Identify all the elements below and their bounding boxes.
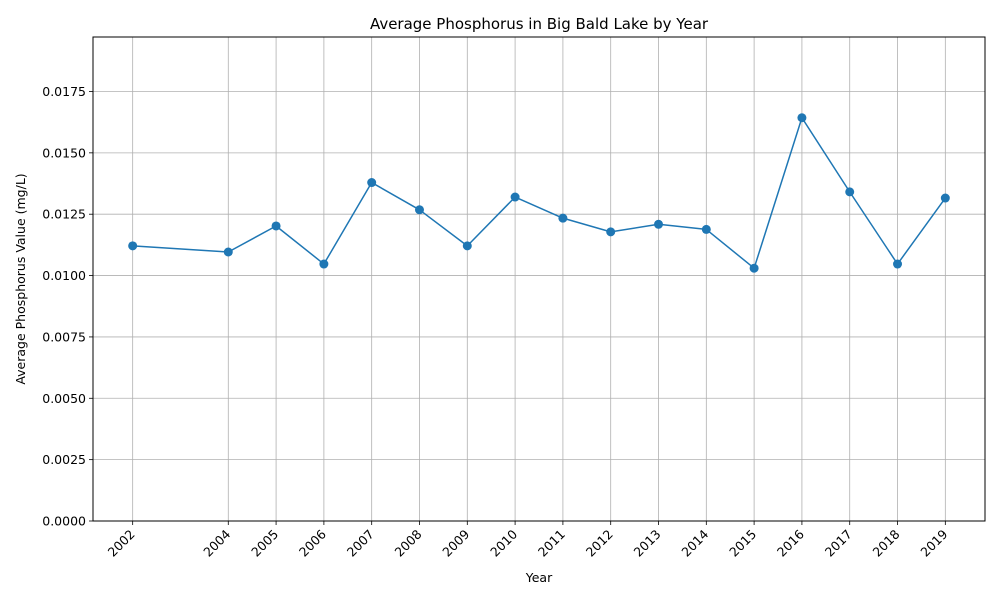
y-tick-label: 0.0100 — [42, 268, 86, 283]
data-point — [654, 219, 664, 229]
data-point — [893, 259, 903, 269]
chart-title: Average Phosphorus in Big Bald Lake by Y… — [370, 15, 709, 33]
data-point — [128, 241, 138, 251]
data-point — [606, 227, 616, 237]
x-axis-label: Year — [525, 570, 553, 585]
y-tick-label: 0.0125 — [42, 207, 86, 222]
data-point — [319, 259, 329, 269]
data-point — [510, 192, 520, 202]
y-tick-label: 0.0000 — [42, 514, 86, 529]
y-tick-label: 0.0175 — [42, 84, 86, 99]
data-point — [749, 263, 759, 273]
y-axis-ticks: 0.0000 0.0025 0.0050 0.0075 0.0100 0.0125 0.01… — [42, 84, 93, 529]
data-point — [462, 241, 472, 251]
y-axis-label: Average Phosphorus Value (mg/L) — [13, 173, 28, 384]
y-tick-label: 0.0050 — [42, 391, 86, 406]
series-line-group — [128, 113, 950, 273]
plot-frame — [92, 36, 986, 522]
grid — [93, 37, 985, 522]
y-tick-label: 0.0150 — [42, 145, 86, 160]
data-point — [701, 224, 711, 234]
data-point — [797, 113, 807, 123]
y-tick-label: 0.0025 — [42, 452, 86, 467]
data-point — [940, 193, 950, 203]
data-point — [414, 205, 424, 215]
data-point — [845, 187, 855, 197]
data-point — [367, 178, 377, 188]
data-point — [271, 221, 281, 231]
y-tick-label: 0.0075 — [42, 329, 86, 344]
data-point — [223, 247, 233, 257]
data-point — [558, 213, 568, 223]
